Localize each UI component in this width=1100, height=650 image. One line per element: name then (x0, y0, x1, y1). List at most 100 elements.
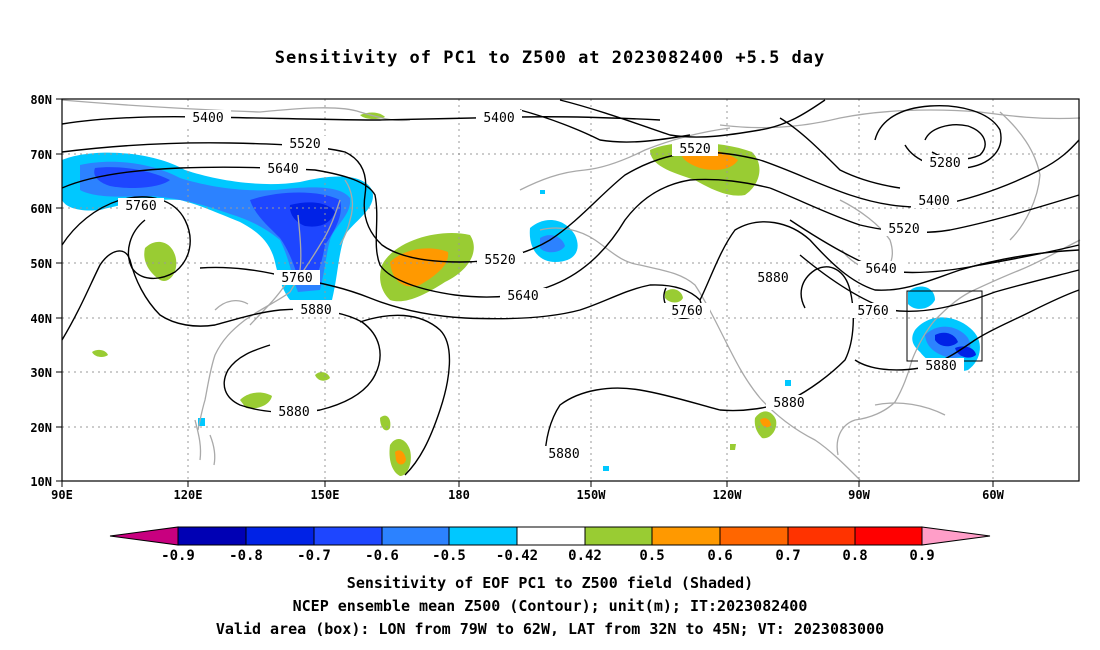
contour-label: 5880 (541, 446, 587, 462)
coast-east-asia (197, 199, 341, 431)
contour-arctic-low-inner (924, 124, 986, 160)
contour-labels: 5400 5400 5520 5520 5520 5520 5640 5640 … (118, 110, 968, 462)
shade-gulf-alaska-inner (540, 235, 565, 253)
lon-label: 90E (51, 488, 73, 502)
svg-text:5880: 5880 (773, 396, 804, 411)
sensitivity-shading (62, 112, 980, 476)
colorbar-bin (854, 526, 923, 546)
svg-text:5880: 5880 (757, 271, 788, 286)
latitude-labels: 80N 70N 60N 50N 40N 30N 20N 10N (30, 93, 52, 489)
contour-north-ridge-2 (519, 109, 901, 189)
svg-text:5760: 5760 (281, 271, 312, 286)
colorbar-label: 0.6 (707, 548, 732, 564)
colorbar-bin (787, 526, 856, 546)
contour-label: 5880 (750, 270, 796, 286)
shade-siberia-dark (94, 167, 170, 188)
svg-text:5640: 5640 (267, 162, 298, 177)
shade-patch-5 (315, 372, 330, 381)
coast-alaska (519, 127, 731, 266)
shade-patch-8 (665, 289, 683, 303)
plot-title: Sensitivity of PC1 to Z500 at 2023082400… (274, 48, 826, 68)
contour-label: 5640 (500, 288, 546, 304)
shade-patch-14 (540, 190, 545, 194)
coast-japan (249, 284, 286, 326)
shade-patch-13 (603, 466, 609, 471)
lon-label: 150E (311, 488, 340, 502)
contour-label: 5400 (476, 110, 522, 126)
colorbar-bin (177, 526, 247, 546)
colorbar-label: 0.42 (568, 548, 602, 564)
coast-kamchatka (339, 179, 354, 246)
svg-text:5400: 5400 (192, 111, 223, 126)
colorbar: -0.9 -0.8 -0.7 -0.6 -0.5 -0.42 0.42 0.5 … (109, 526, 991, 564)
contour-label: 5880 (271, 404, 317, 420)
svg-text:5400: 5400 (483, 111, 514, 126)
contour-label: 5760 (274, 270, 320, 286)
svg-text:5880: 5880 (300, 303, 331, 318)
contour-5640-west (61, 166, 771, 298)
contour-label: 5880 (918, 358, 964, 374)
shade-patch-9-orange (760, 418, 771, 428)
map-frame (61, 98, 1080, 482)
colorbar-label: -0.42 (496, 548, 538, 564)
lon-label: 120E (174, 488, 203, 502)
svg-text:5520: 5520 (484, 253, 515, 268)
colorbar-low-arrow (109, 526, 179, 546)
lat-label: 40N (30, 312, 52, 326)
contour-5640-east (789, 219, 1080, 274)
contour-label: 5520 (282, 136, 328, 152)
svg-text:5880: 5880 (278, 405, 309, 420)
shade-atlantic-dark (935, 332, 958, 347)
lon-label: 150W (577, 488, 607, 502)
colorbar-label: -0.7 (297, 548, 331, 564)
contour-label: 5880 (293, 302, 339, 318)
svg-text:5640: 5640 (507, 289, 538, 304)
colorbar-bin (651, 526, 721, 546)
coast-north-america-east (836, 239, 1081, 456)
contour-label: 5760 (664, 303, 710, 319)
coast-asia-north (61, 99, 411, 122)
colorbar-high-arrow (921, 526, 991, 546)
lat-label: 50N (30, 257, 52, 271)
contour-5520-west (61, 142, 761, 263)
contour-label: 5520 (672, 141, 718, 157)
longitude-labels: 90E 120E 150E 180 150W 120W 90W 60W (51, 488, 1004, 502)
colorbar-bin (245, 526, 315, 546)
coast-caribbean (874, 402, 946, 416)
coast-sakhalin (297, 214, 302, 271)
lat-label: 30N (30, 366, 52, 380)
lat-label: 70N (30, 148, 52, 162)
coast-greenland (999, 111, 1041, 241)
svg-text:5280: 5280 (929, 156, 960, 171)
shade-okhotsk-darkest (289, 202, 335, 227)
contour-label: 5760 (118, 198, 164, 214)
svg-text:5760: 5760 (857, 304, 888, 319)
colorbar-label: 0.9 (909, 548, 934, 564)
contour-label: 5400 (911, 193, 957, 209)
contour-5880-east (854, 289, 1080, 371)
colorbar-label: -0.5 (432, 548, 466, 564)
svg-text:5880: 5880 (548, 447, 579, 462)
svg-text:5880: 5880 (925, 359, 956, 374)
coast-north-america-west (639, 264, 861, 481)
contour-label: 5640 (260, 161, 306, 177)
lat-label: 80N (30, 93, 52, 107)
svg-text:5520: 5520 (888, 222, 919, 237)
colorbar-bin (719, 526, 789, 546)
colorbar-label: -0.6 (365, 548, 399, 564)
contour-5760-east (799, 254, 1080, 313)
shade-patch-4 (240, 392, 272, 409)
colorbar-label: 0.5 (639, 548, 664, 564)
shade-atlantic-light (908, 286, 935, 309)
contour-label: 5880 (766, 395, 812, 411)
colorbar-label: -0.8 (229, 548, 263, 564)
shade-patch-1 (144, 241, 177, 281)
coast-arctic-canada (719, 109, 1081, 129)
shade-patch-12 (785, 380, 791, 386)
lat-label: 10N (30, 475, 52, 489)
contour-label: 5520 (477, 252, 523, 268)
colorbar-bin (381, 526, 450, 546)
shade-patch-7-orange (395, 450, 406, 465)
shade-patch-3 (92, 349, 108, 357)
coast-philippines (194, 419, 216, 466)
